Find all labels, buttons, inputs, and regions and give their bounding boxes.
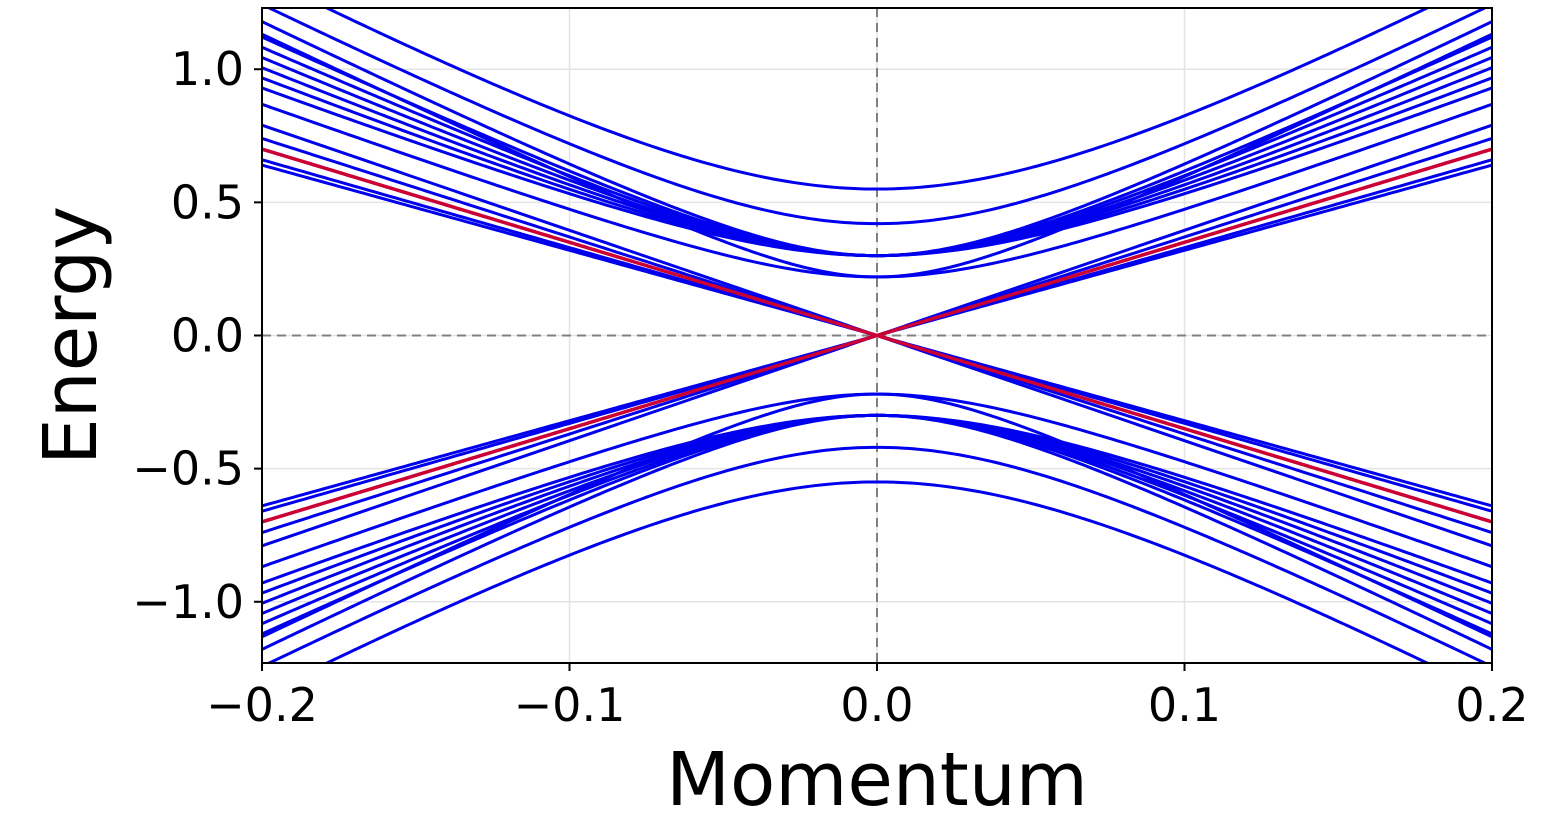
y-axis-title: Energy	[28, 206, 114, 465]
band-line-lower-1	[265, 445, 1489, 663]
band-line-upper-0	[323, 8, 1431, 191]
x-axis-ticks: −0.2 −0.1 0.0 0.1 0.2	[206, 663, 1529, 732]
band-line-lower-9	[262, 413, 1492, 585]
y-tick-label: 0.0	[171, 309, 244, 363]
highlighted-band	[262, 147, 1492, 524]
x-tick-label: 0.2	[1455, 678, 1528, 732]
y-tick-label: 0.5	[171, 175, 244, 229]
x-tick-label: −0.1	[514, 678, 626, 732]
x-axis-title: Momentum	[666, 737, 1088, 823]
y-axis-ticks: −1.0 −0.5 0.0 0.5 1.0	[132, 42, 262, 629]
band-line-lower-10	[262, 392, 1492, 569]
highlighted-band-line-lower	[262, 333, 1492, 524]
x-tick-label: 0.0	[840, 678, 913, 732]
band-line-upper-10	[262, 102, 1492, 279]
y-tick-label: 1.0	[171, 42, 244, 96]
band-line-lower-0	[323, 480, 1431, 663]
band-line-upper-9	[262, 86, 1492, 258]
x-tick-label: 0.1	[1148, 678, 1221, 732]
y-tick-label: −1.0	[132, 575, 244, 629]
band-line-upper-1	[265, 8, 1489, 226]
y-tick-label: −0.5	[132, 442, 244, 496]
x-tick-label: −0.2	[206, 678, 318, 732]
